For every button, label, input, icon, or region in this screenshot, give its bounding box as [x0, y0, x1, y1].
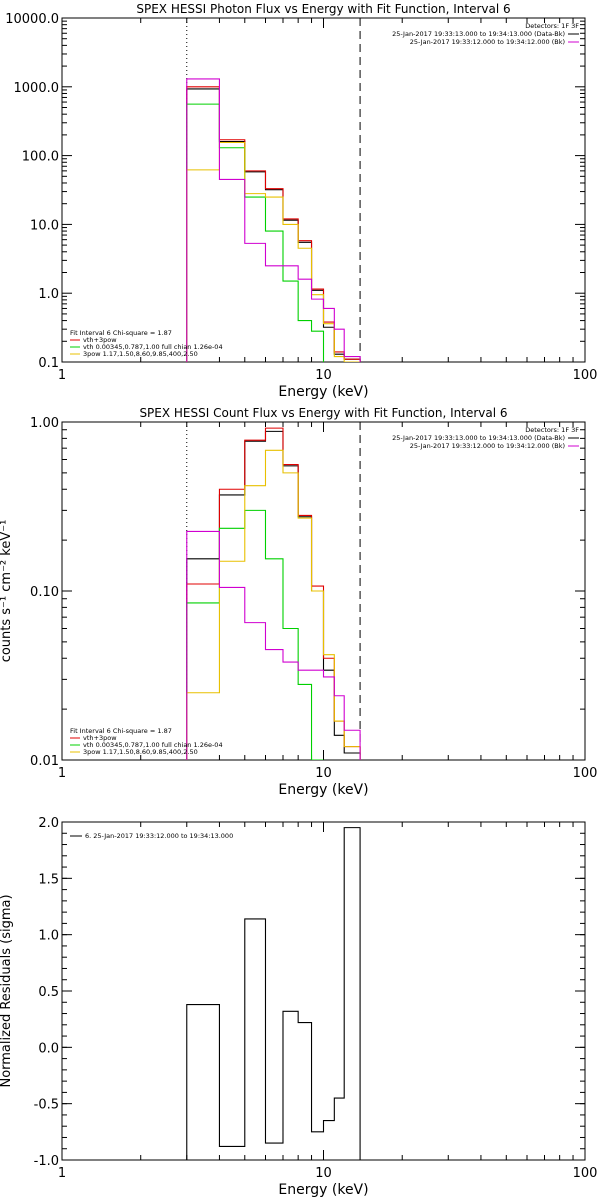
series-group [186, 427, 361, 760]
y-tick-label: 0.1 [38, 356, 59, 371]
info-line: Detectors: 1F 3F [525, 22, 579, 30]
y-axis-label: Normalized Residuals (sigma) [0, 894, 14, 1087]
legend-entry: 6. 25-Jan-2017 19:33:12.000 to 19:34:13.… [85, 832, 233, 840]
chart-3: 1 10 100 -1.0 -0.5 0.0 0.5 1.0 1.5 2.0 Energy (keV… [0, 816, 597, 1198]
legend: 6. 25-Jan-2017 19:33:12.000 to 19:34:13.… [70, 832, 233, 840]
series-line-5 [186, 78, 361, 362]
info-line: 25-Jan-2017 19:33:13.000 to 19:34:13.000… [392, 30, 565, 38]
series-group [186, 78, 361, 362]
legend-header: Fit Interval 6 Chi-square = 1.87 [70, 727, 172, 735]
x-tick-label: 1 [58, 1166, 66, 1181]
x-axis-label: Energy (keV) [278, 782, 368, 798]
chart-title: SPEX HESSI Count Flux vs Energy with Fit… [139, 406, 507, 420]
legend-header: Fit Interval 6 Chi-square = 1.87 [70, 329, 172, 337]
y-tick-label: 2.0 [38, 816, 59, 831]
info-line: 25-Jan-2017 19:33:13.000 to 19:34:13.000… [392, 434, 565, 442]
series-line-5 [186, 530, 361, 760]
x-axis-label: Energy (keV) [278, 384, 368, 400]
y-tick-label: 1.0 [38, 929, 59, 944]
y-tick-label: 0.5 [38, 985, 59, 1000]
y-tick-label: 1000.0 [14, 81, 60, 96]
y-tick-label: -1.0 [34, 1154, 59, 1169]
info-line: Detectors: 1F 3F [525, 426, 579, 434]
x-tick-label: 10 [315, 766, 332, 781]
y-tick-label: 0.01 [30, 754, 59, 769]
x-tick-label: 10 [315, 1166, 332, 1181]
legend-entry: 3pow 1.17,1.50,8.60,9.85,400,2.50 [83, 350, 198, 358]
legend: Fit Interval 6 Chi-square = 1.87vth+3pow… [70, 329, 223, 358]
info-line: 25-Jan-2017 19:33:12.000 to 19:34:12.000… [410, 38, 565, 46]
series-line-3 [186, 509, 324, 760]
x-tick-label: 100 [573, 766, 598, 781]
y-tick-label: 1.00 [30, 416, 59, 431]
info-line: 25-Jan-2017 19:33:12.000 to 19:34:12.000… [410, 442, 565, 450]
y-tick-label: 1.0 [38, 287, 59, 302]
legend-entry: vth 0.00345,0.787,1.00 full chian 1.26e-… [83, 343, 223, 351]
series-line-3 [186, 103, 325, 362]
y-axis-label: counts s⁻¹ cm⁻² keV⁻¹ [0, 520, 14, 663]
legend-entry: 3pow 1.17,1.50,8.60,9.85,400,2.50 [83, 748, 198, 756]
y-tick-label: 100.0 [22, 150, 59, 165]
chart-2: SPEX HESSI Count Flux vs Energy with Fit… [0, 406, 597, 798]
legend-entry: vth+3pow [83, 336, 117, 344]
legend: Fit Interval 6 Chi-square = 1.87vth+3pow… [70, 727, 223, 756]
series-line-4 [186, 141, 361, 362]
legend-entry: vth 0.00345,0.787,1.00 full chian 1.26e-… [83, 741, 223, 749]
chart-1: SPEX HESSI Photon Flux vs Energy with Fi… [5, 2, 597, 400]
series-line-1 [186, 827, 361, 1160]
series-group [186, 827, 361, 1160]
plot-frame [61, 821, 586, 1161]
x-tick-label: 100 [573, 1166, 598, 1181]
y-tick-label: 1.5 [38, 872, 59, 887]
x-tick-label: 10 [315, 368, 332, 383]
y-tick-label: 10000.0 [5, 12, 59, 27]
y-tick-label: 10.0 [30, 218, 59, 233]
x-tick-label: 1 [58, 766, 66, 781]
y-tick-label: -0.5 [34, 1098, 59, 1113]
x-axis-label: Energy (keV) [278, 1182, 368, 1198]
series-line-4 [186, 449, 361, 760]
y-tick-label: 0.0 [38, 1041, 59, 1056]
y-tick-label: 0.10 [30, 585, 59, 600]
chart-title: SPEX HESSI Photon Flux vs Energy with Fi… [136, 2, 510, 16]
x-tick-label: 100 [573, 368, 598, 383]
x-tick-label: 1 [58, 368, 66, 383]
legend-entry: vth+3pow [83, 734, 117, 742]
